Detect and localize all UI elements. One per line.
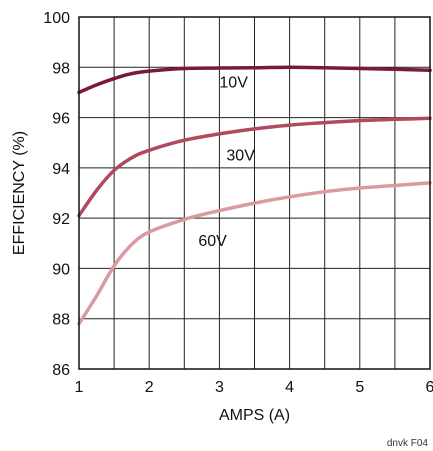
series-labels: 10V 30V 60V — [198, 74, 255, 249]
x-tick-label: 4 — [285, 379, 294, 396]
y-tick-label: 88 — [52, 312, 70, 329]
x-axis-ticks: 1 2 3 4 5 6 — [75, 379, 433, 396]
series-line-10v — [77, 65, 432, 95]
plot-frame — [78, 16, 431, 370]
x-tick-label: 2 — [145, 379, 154, 396]
series-line-60v — [77, 181, 432, 326]
y-tick-label: 96 — [52, 111, 70, 128]
y-tick-label: 92 — [52, 211, 70, 228]
y-tick-label: 98 — [52, 60, 70, 77]
figure-code: dnvk F04 — [387, 438, 429, 449]
y-tick-label: 100 — [43, 10, 70, 27]
series-label-10v: 10V — [219, 74, 248, 91]
series-label-60v: 60V — [198, 233, 227, 250]
x-tick-label: 6 — [426, 379, 433, 396]
series-line-30v — [77, 116, 432, 218]
x-tick-label: 5 — [355, 379, 364, 396]
x-tick-label: 3 — [215, 379, 224, 396]
series-lines — [77, 65, 432, 326]
y-axis-ticks: 86 88 90 92 94 96 98 100 — [43, 10, 70, 379]
y-axis-title: EFFICIENCY (%) — [11, 131, 28, 255]
x-tick-label: 1 — [75, 379, 84, 396]
series-label-30v: 30V — [226, 147, 255, 164]
x-axis-title: AMPS (A) — [219, 407, 290, 424]
y-tick-label: 86 — [52, 362, 70, 379]
y-tick-label: 90 — [52, 261, 70, 278]
y-tick-label: 94 — [52, 161, 70, 178]
